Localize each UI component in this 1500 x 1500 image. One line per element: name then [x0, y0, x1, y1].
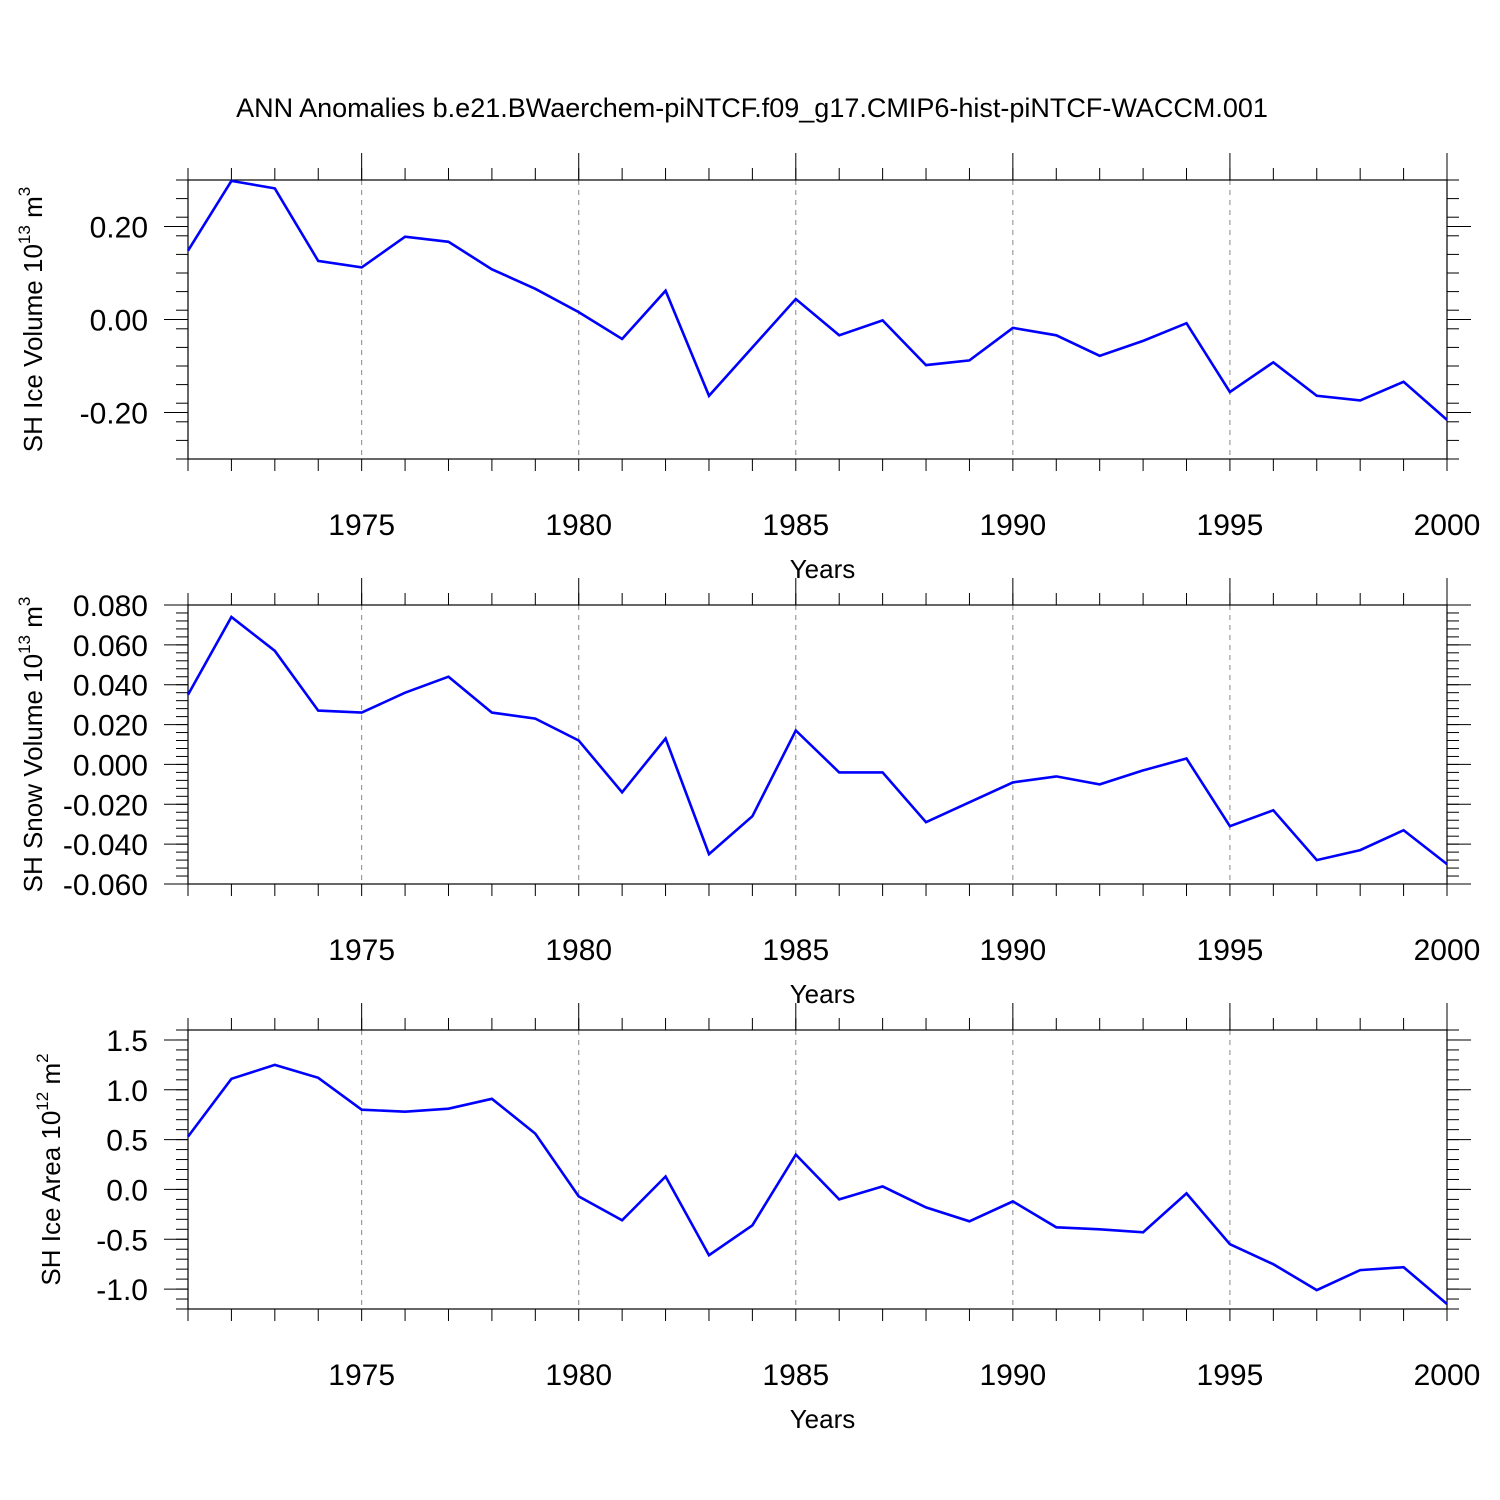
figure-title: ANN Anomalies b.e21.BWaerchem-piNTCF.f09… — [236, 93, 1268, 123]
y-tick-label: 1.0 — [106, 1075, 148, 1108]
y-tick-label: 0.20 — [90, 212, 148, 245]
series-line — [186, 179, 1448, 421]
plot-frame — [187, 604, 1448, 885]
x-tick-label: 2000 — [1414, 509, 1481, 542]
x-tick-label: 1975 — [328, 509, 395, 542]
x-tick-label: 1980 — [545, 934, 612, 967]
y-tick-label: 0.000 — [73, 749, 148, 782]
x-axis-label: Years — [790, 979, 856, 1009]
y-tick-label: 0.080 — [73, 590, 148, 623]
x-tick-label: 1995 — [1197, 1359, 1264, 1392]
y-tick-label: -0.020 — [63, 789, 148, 822]
x-axis-label: Years — [790, 1404, 856, 1434]
y-tick-label: 0.00 — [90, 305, 148, 338]
y-axis-label: SH Snow Volume 1013 m3 — [15, 597, 48, 893]
x-tick-label: 2000 — [1414, 934, 1481, 967]
y-tick-label: -1.0 — [96, 1274, 148, 1307]
series-line — [186, 1063, 1448, 1305]
x-tick-label: 1990 — [979, 934, 1046, 967]
x-tick-label: 1975 — [328, 934, 395, 967]
x-tick-label: 1985 — [762, 934, 829, 967]
panel-sh-snow-volume: 1975 1980 1985 1990 1995 2000 -0.060 -0.040 -0.0… — [15, 578, 1480, 1009]
x-tick-label: 1990 — [979, 1359, 1046, 1392]
y-tick-label: 0.0 — [106, 1174, 148, 1207]
y-tick-label: -0.5 — [96, 1224, 148, 1257]
x-tick-label: 1995 — [1197, 509, 1264, 542]
chart-panels: 1975 1980 1985 1990 1995 2000 -0.20 0.00 0.20 SH … — [15, 153, 1480, 1434]
x-tick-label: 1995 — [1197, 934, 1264, 967]
x-axis-label: Years — [790, 554, 856, 584]
y-tick-label: -0.060 — [63, 869, 148, 902]
y-tick-label: 0.040 — [73, 670, 148, 703]
panel-sh-ice-area: 1975 1980 1985 1990 1995 2000 -1.0 -0.5 0.0 0.5 1.… — [33, 1003, 1480, 1434]
y-tick-label: -0.040 — [63, 829, 148, 862]
x-tick-label: 1985 — [762, 1359, 829, 1392]
x-tick-label: 1985 — [762, 509, 829, 542]
series-line — [186, 615, 1448, 866]
y-tick-label: -0.20 — [80, 398, 148, 431]
x-tick-label: 1980 — [545, 509, 612, 542]
x-tick-label: 1975 — [328, 1359, 395, 1392]
y-axis-label: SH Ice Volume 1013 m3 — [15, 187, 48, 452]
x-tick-label: 1990 — [979, 509, 1046, 542]
x-tick-label: 1980 — [545, 1359, 612, 1392]
y-tick-label: 0.060 — [73, 630, 148, 663]
x-tick-label: 2000 — [1414, 1359, 1481, 1392]
y-tick-label: 0.020 — [73, 710, 148, 743]
panel-sh-ice-volume: 1975 1980 1985 1990 1995 2000 -0.20 0.00 0.20 SH … — [15, 153, 1480, 584]
y-tick-label: 1.5 — [106, 1025, 148, 1058]
y-axis-label: SH Ice Area 1012 m2 — [33, 1053, 66, 1285]
y-tick-label: 0.5 — [106, 1125, 148, 1158]
